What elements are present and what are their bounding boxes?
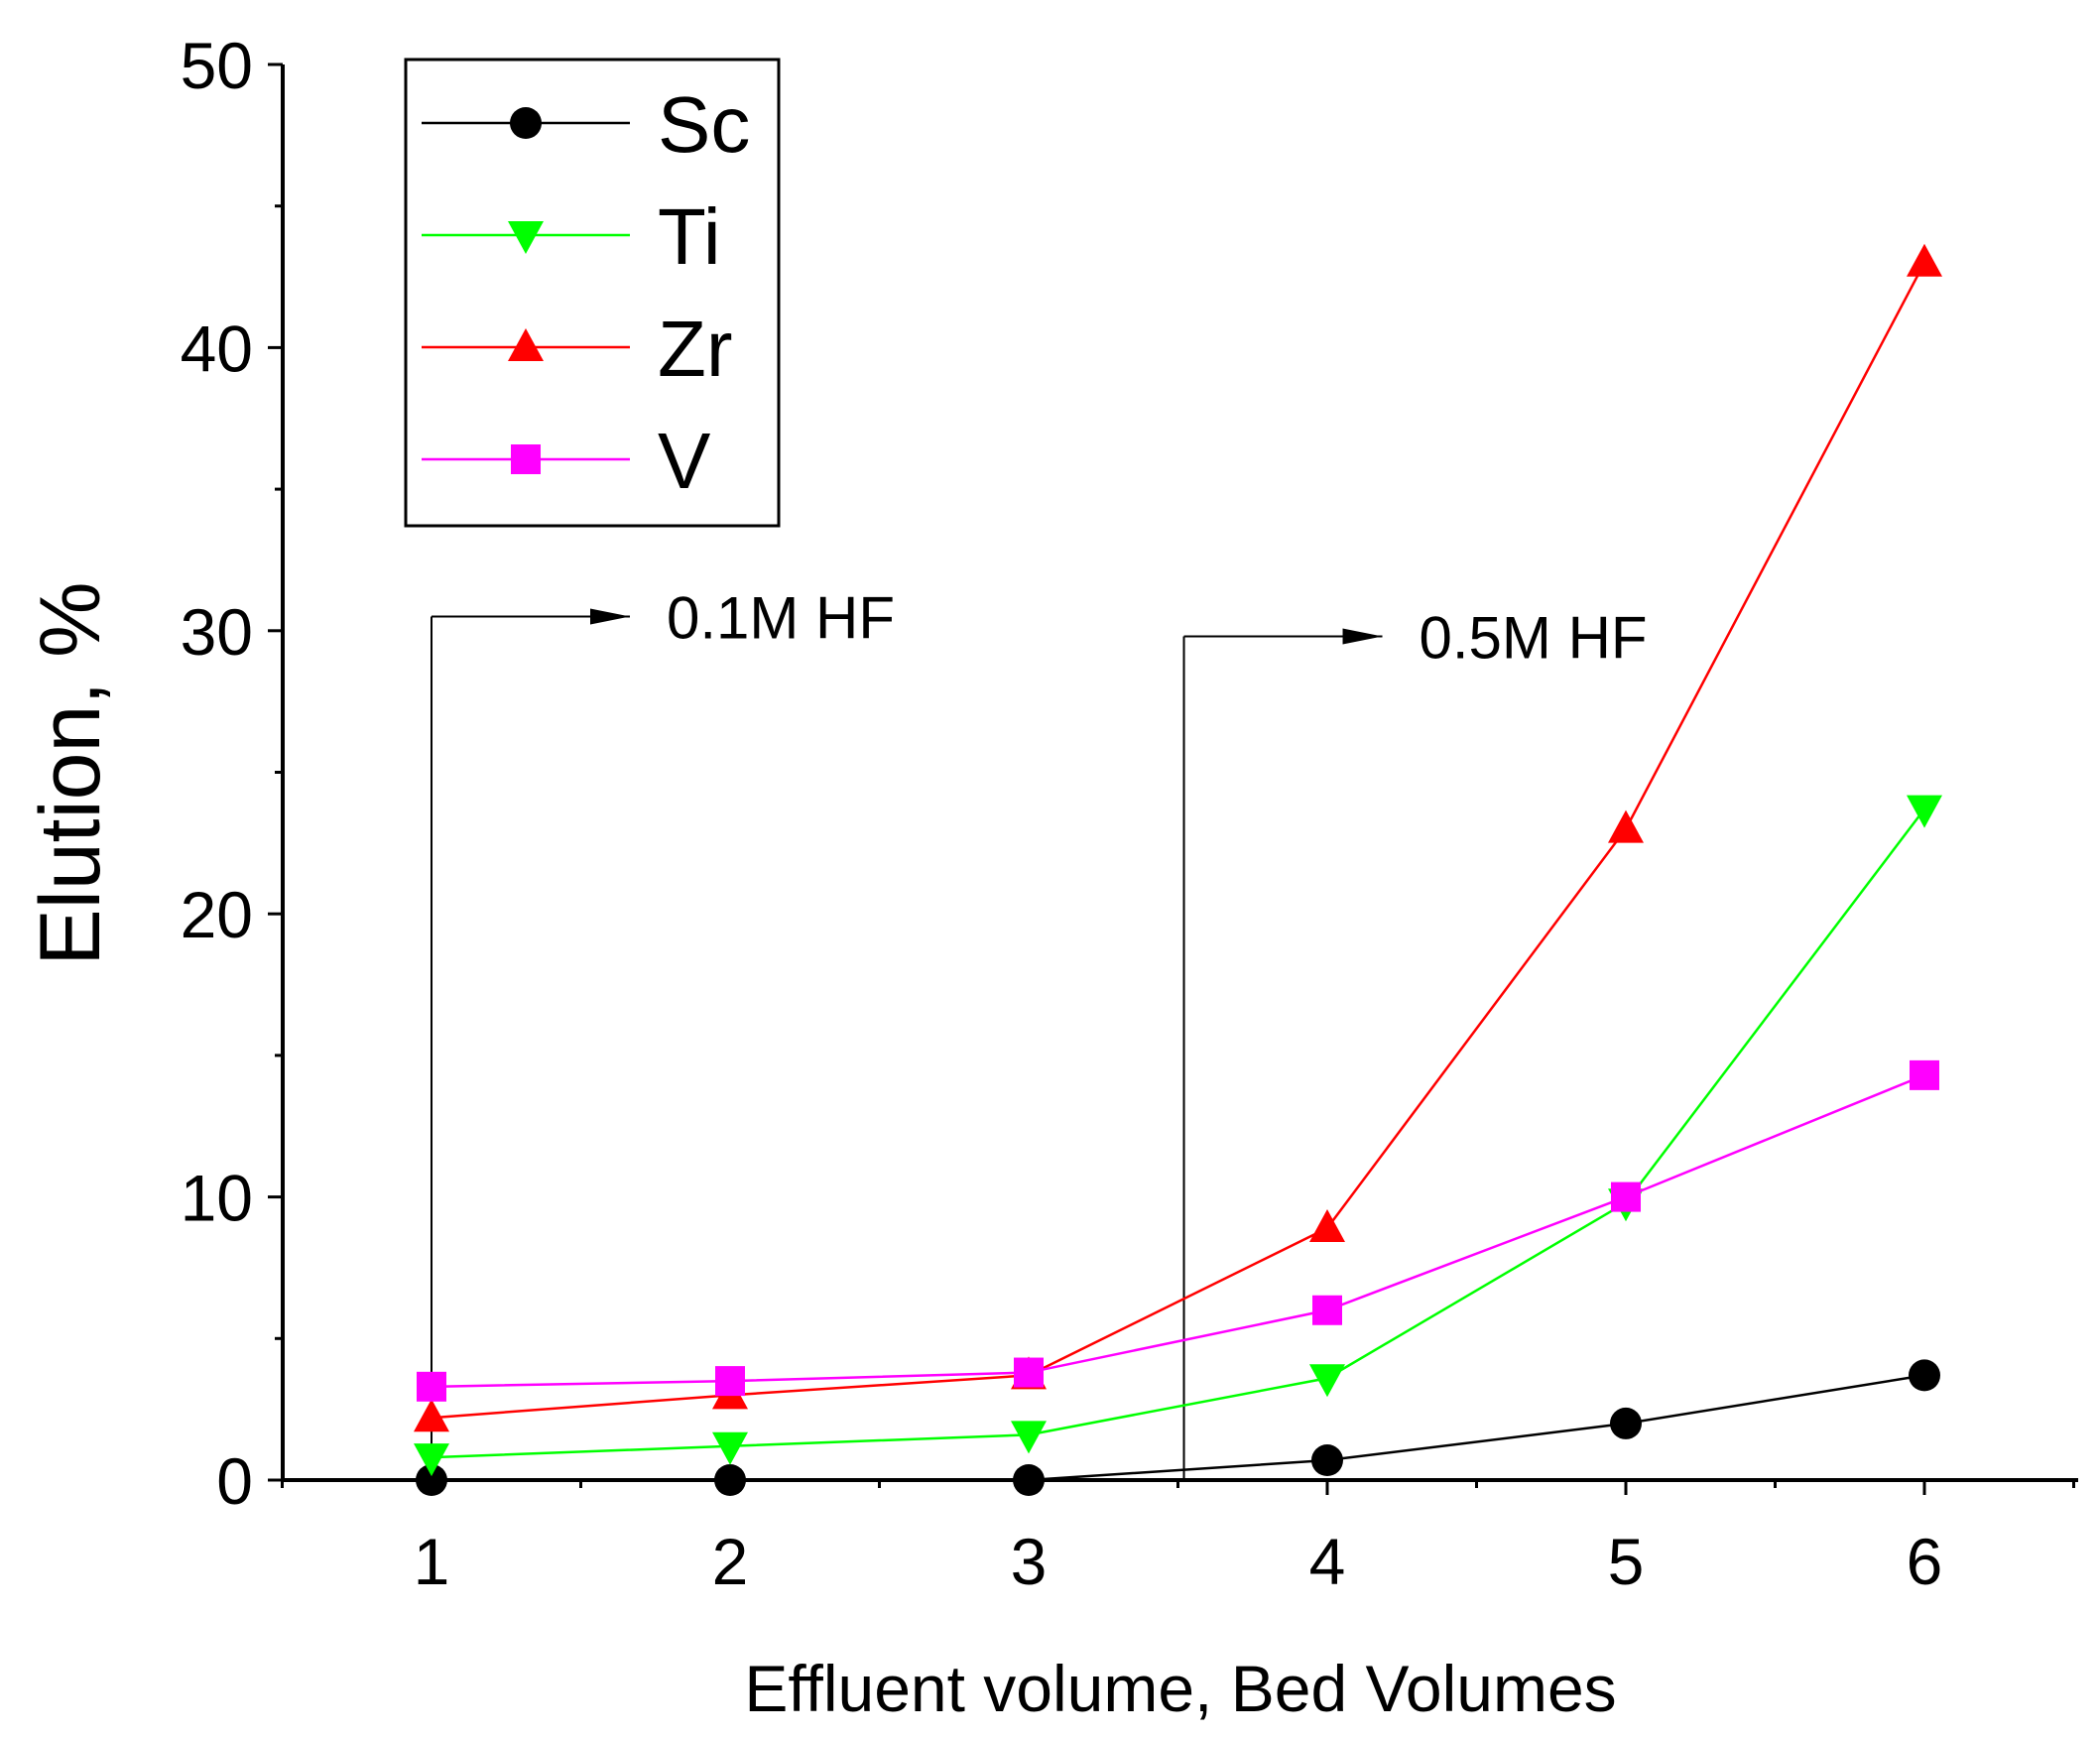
data-point-sc <box>1311 1444 1343 1477</box>
data-point-ti <box>414 1443 449 1477</box>
data-point-sc <box>1610 1407 1642 1439</box>
data-point-sc <box>1909 1359 1940 1392</box>
annotations: 0.1M HF 0.5M HF <box>431 585 1648 1480</box>
x-ticks: 1 2 3 4 5 6 <box>281 1480 2075 1598</box>
legend-box <box>404 58 781 528</box>
data-point-ti <box>1011 1421 1047 1454</box>
data-point-sc <box>1013 1464 1045 1496</box>
data-point-v <box>417 1371 446 1402</box>
legend: Sc Ti Zr V <box>404 58 781 528</box>
data-point-zr <box>1907 243 1942 277</box>
annotation-label: 0.1M HF <box>667 585 895 652</box>
legend-item-v: V <box>422 417 711 505</box>
legend-label: V <box>658 417 711 505</box>
y-tick-label: 10 <box>181 1162 253 1235</box>
y-tick-label: 20 <box>181 878 253 951</box>
x-tick-label: 1 <box>414 1525 450 1598</box>
legend-label: Zr <box>658 305 733 393</box>
series-line-sc <box>432 1374 1925 1482</box>
legend-label: Ti <box>658 192 721 281</box>
axes-group: 0 10 20 30 40 50 1 2 3 4 5 6 <box>181 29 2078 1598</box>
series-ti <box>414 795 1942 1477</box>
y-tick-label: 0 <box>216 1444 253 1518</box>
y-tick-label: 30 <box>181 595 253 669</box>
series-line-ti <box>431 807 1925 1459</box>
data-point-zr <box>414 1399 449 1432</box>
legend-item-zr: Zr <box>422 305 733 393</box>
data-point-zr <box>1608 809 1644 843</box>
series-v <box>417 1059 1939 1402</box>
data-point-v <box>715 1366 745 1397</box>
legend-item-ti: Ti <box>422 192 721 281</box>
data-point-ti <box>1907 795 1942 828</box>
series-sc <box>416 1359 1940 1496</box>
y-axis-title: Elution, % <box>23 581 118 965</box>
y-tick-label: 50 <box>181 29 253 102</box>
annotation-2: 0.5M HF <box>1182 605 1648 1480</box>
x-tick-label: 6 <box>1907 1525 1943 1598</box>
data-point-sc <box>416 1464 447 1496</box>
x-tick-label: 3 <box>1011 1525 1048 1598</box>
series-layer <box>414 243 1942 1496</box>
legend-marker <box>510 107 542 139</box>
x-axis-title: Effluent volume, Bed Volumes <box>744 1652 1616 1725</box>
data-point-v <box>1910 1059 1939 1090</box>
series-line-v <box>431 1073 1925 1389</box>
data-point-v <box>1312 1295 1342 1325</box>
x-tick-label: 5 <box>1608 1525 1645 1598</box>
series-line-zr <box>431 262 1926 1420</box>
data-point-ti <box>712 1431 748 1465</box>
legend-item-sc: Sc <box>422 80 750 169</box>
legend-label: Sc <box>658 80 750 169</box>
annotation-1: 0.1M HF <box>431 585 895 1480</box>
x-tick-label: 4 <box>1309 1525 1346 1598</box>
y-ticks: 0 10 20 30 40 50 <box>181 29 283 1518</box>
data-point-ti <box>1309 1364 1345 1398</box>
data-point-v <box>1014 1357 1044 1388</box>
annotation-label: 0.5M HF <box>1420 605 1648 672</box>
data-point-sc <box>714 1464 746 1496</box>
x-tick-label: 2 <box>712 1525 749 1598</box>
legend-marker <box>511 444 541 474</box>
legend-marker <box>508 221 544 254</box>
legend-marker <box>508 328 544 361</box>
data-point-v <box>1611 1181 1641 1212</box>
y-tick-label: 40 <box>181 311 253 385</box>
data-point-zr <box>1309 1208 1345 1242</box>
